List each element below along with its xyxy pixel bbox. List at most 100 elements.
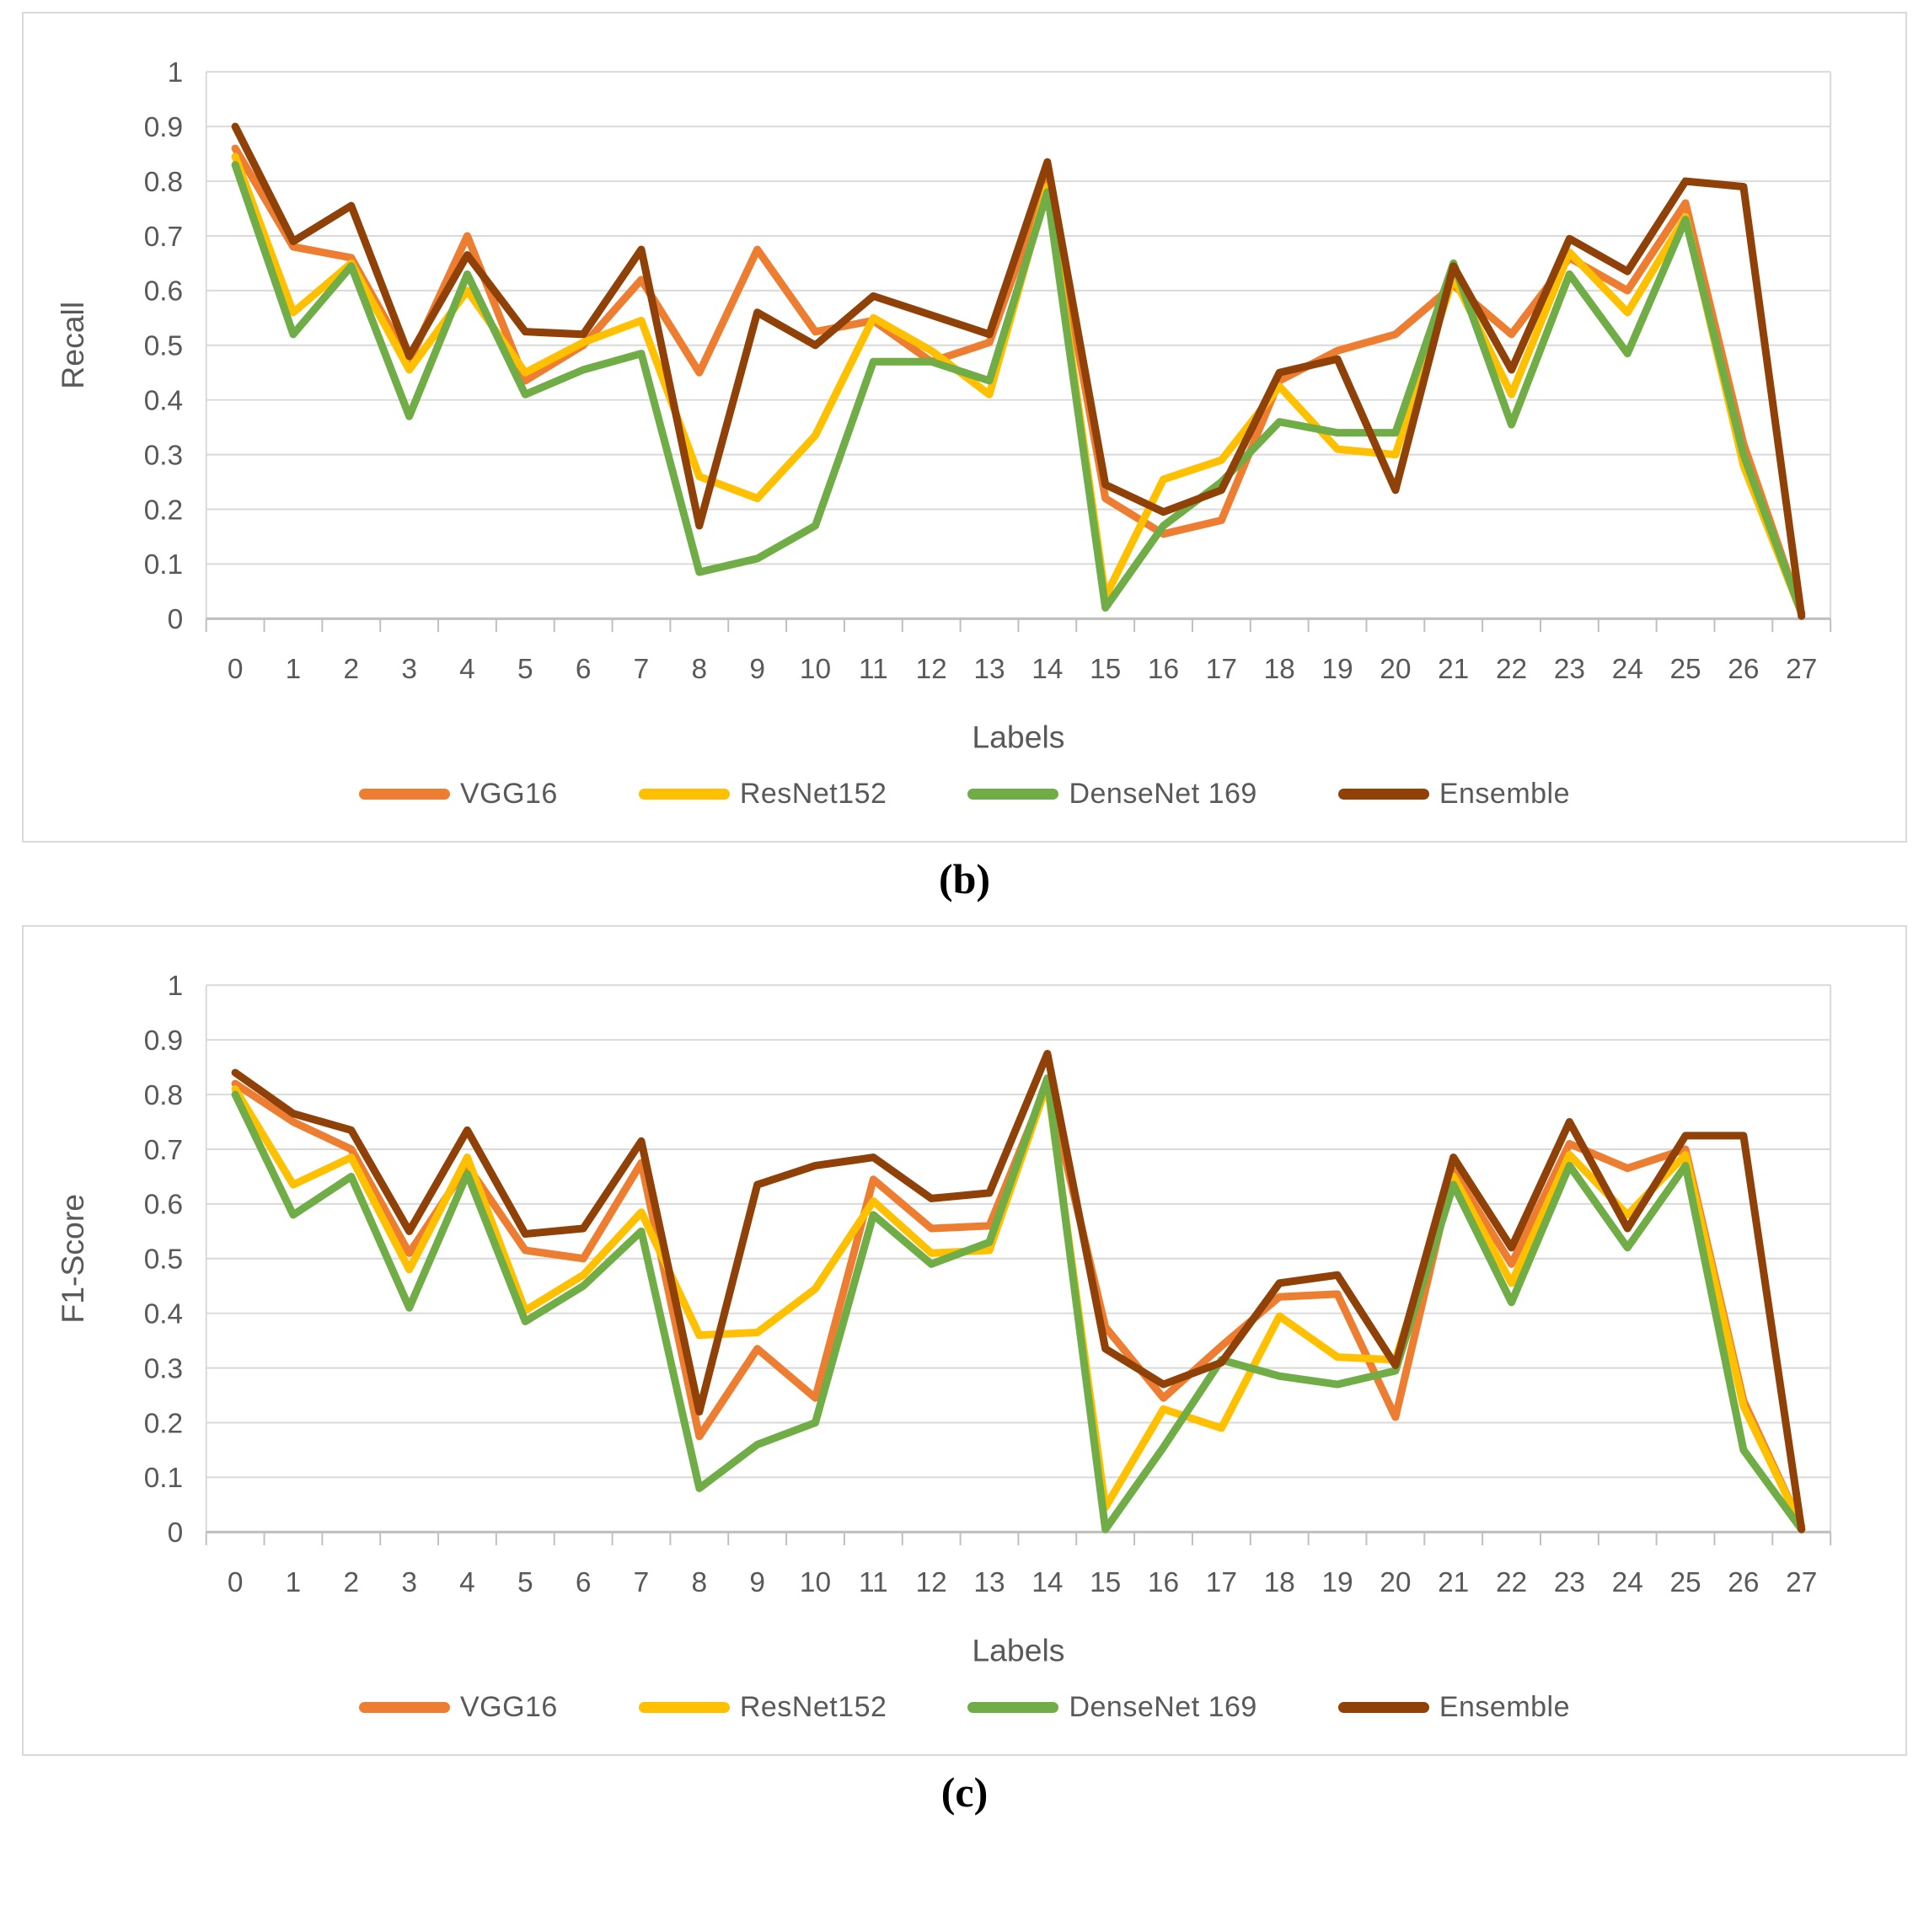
y-axis-title: Recall <box>55 302 90 389</box>
series-line-ensemble <box>231 1050 1806 1533</box>
f1-chart-box: 0 0.1 0.2 0.3 0.4 0.5 0.6 0.7 0.8 0.9 1 0 1 2 3 4 5 6 7 8 9 1… <box>22 925 1907 1757</box>
x-tick-label: 21 <box>1438 1567 1469 1598</box>
legend-line-swatch <box>967 1702 1059 1714</box>
x-tick-label: 11 <box>859 654 888 685</box>
legend-item-resnet152: ResNet152 <box>638 778 887 811</box>
series-line-densenet-169 <box>231 1074 1806 1533</box>
x-tick-label: 1 <box>286 1567 302 1598</box>
x-tick-label: 18 <box>1264 654 1295 685</box>
legend-item-vgg16: VGG16 <box>358 778 558 811</box>
x-tick-label: 20 <box>1380 1567 1411 1598</box>
legend-label: ResNet152 <box>739 778 887 811</box>
f1-legend: VGG16 ResNet152 DenseNet 169 Ensemble <box>40 1691 1889 1729</box>
x-tick-label: 0 <box>228 1567 244 1598</box>
legend-item-resnet152: ResNet152 <box>638 1691 887 1724</box>
x-tick-label: 18 <box>1264 1567 1295 1598</box>
x-tick-label: 8 <box>692 1567 708 1598</box>
legend-label: DenseNet 169 <box>1069 1691 1257 1724</box>
legend-label: ResNet152 <box>739 1691 887 1724</box>
x-tick-label: 21 <box>1438 654 1469 685</box>
x-tick-label: 1 <box>286 654 302 685</box>
y-tick-label: 0.7 <box>144 222 183 253</box>
x-tick-label: 19 <box>1321 1567 1353 1598</box>
legend-item-densenet-169: DenseNet 169 <box>967 778 1257 811</box>
x-tick-label: 9 <box>749 654 765 685</box>
series-line-ensemble <box>231 122 1806 620</box>
y-tick-label: 0.8 <box>144 167 183 198</box>
y-axis-tick-labels: 0 0.1 0.2 0.3 0.4 0.5 0.6 0.7 0.8 0.9 1 <box>144 57 183 635</box>
legend-item-densenet-169: DenseNet 169 <box>967 1691 1257 1724</box>
x-tick-label: 2 <box>343 654 359 685</box>
x-tick-label: 4 <box>459 1567 475 1598</box>
x-axis-tick-marks <box>205 618 1832 633</box>
legend-label: DenseNet 169 <box>1069 778 1257 811</box>
legend-item-ensemble: Ensemble <box>1337 1691 1570 1724</box>
x-tick-label: 22 <box>1496 1567 1527 1598</box>
x-tick-label: 23 <box>1554 654 1585 685</box>
x-tick-label: 13 <box>973 1567 1005 1598</box>
x-tick-label: 5 <box>517 654 533 685</box>
legend-label: Ensemble <box>1439 778 1571 811</box>
series-lines <box>231 1050 1806 1533</box>
legend-label: VGG16 <box>459 778 558 811</box>
x-tick-label: 26 <box>1728 1567 1759 1598</box>
x-axis-title: Labels <box>972 720 1064 755</box>
caption-c: (c) <box>940 1769 989 1817</box>
y-tick-label: 0.3 <box>144 1354 183 1385</box>
legend-line-swatch <box>1337 789 1429 800</box>
x-tick-label: 27 <box>1786 1567 1817 1598</box>
y-tick-label: 0.9 <box>144 112 183 143</box>
x-tick-label: 5 <box>517 1567 533 1598</box>
y-tick-label: 0.7 <box>144 1135 183 1166</box>
series-line-densenet-169 <box>231 161 1806 618</box>
legend-line-swatch <box>358 789 450 800</box>
x-tick-label: 7 <box>634 1567 650 1598</box>
series-line-resnet152 <box>231 153 1806 618</box>
y-tick-label: 0.2 <box>144 495 183 526</box>
recall-chart-svg: 00.10.20.30.40.50.60.70.80.910 1 2 3 4 5 6 7 8 9 1… <box>55 57 1832 755</box>
x-tick-label: 10 <box>800 654 831 685</box>
y-tick-label: 0.4 <box>144 385 183 416</box>
x-tick-label: 22 <box>1496 654 1527 685</box>
x-tick-label: 17 <box>1206 654 1237 685</box>
gridlines <box>206 984 1831 1533</box>
x-tick-label: 27 <box>1786 654 1817 685</box>
gridlines <box>206 71 1831 620</box>
x-axis-tick-labels: 0 1 2 3 4 5 6 7 8 9 10 11 12 13 14 15 16 17 18 19 20 21 22 23 24… <box>228 654 1818 685</box>
x-tick-label: 3 <box>401 1567 417 1598</box>
recall-chart-box: 0 0.1 0.2 0.3 0.4 0.5 0.6 0.7 0.8 0.9 1 0 1 2 3 4 5 6 7 8 9 1… <box>22 12 1907 843</box>
x-axis-tick-marks <box>205 1532 1832 1546</box>
x-tick-label: 6 <box>576 1567 592 1598</box>
y-tick-label: 0.1 <box>144 1463 183 1494</box>
y-tick-label: 0.6 <box>144 1190 183 1221</box>
x-tick-label: 2 <box>343 1567 359 1598</box>
y-tick-label: 0.5 <box>144 331 183 362</box>
figure-page: 0 0.1 0.2 0.3 0.4 0.5 0.6 0.7 0.8 0.9 1 0 1 2 3 4 5 6 7 8 9 1… <box>22 12 1907 1817</box>
x-tick-label: 9 <box>749 1567 765 1598</box>
y-tick-label: 0.1 <box>144 549 183 581</box>
y-tick-label: 0.5 <box>144 1244 183 1276</box>
legend-line-swatch <box>638 1702 730 1714</box>
x-tick-label: 24 <box>1612 654 1643 685</box>
x-tick-label: 26 <box>1728 654 1759 685</box>
x-tick-label: 11 <box>859 1567 888 1598</box>
x-tick-label: 20 <box>1380 654 1411 685</box>
y-tick-label: 0.9 <box>144 1025 183 1057</box>
x-tick-label: 16 <box>1148 654 1179 685</box>
x-tick-label: 15 <box>1090 654 1121 685</box>
x-tick-label: 3 <box>401 654 417 685</box>
x-tick-label: 12 <box>916 654 947 685</box>
series-line-vgg16 <box>231 144 1806 618</box>
x-axis-title: Labels <box>972 1633 1064 1668</box>
y-tick-label: 1 <box>168 971 184 1002</box>
y-axis-title: F1-Score <box>55 1194 90 1324</box>
x-tick-label: 14 <box>1031 654 1063 685</box>
x-tick-label: 6 <box>576 654 592 685</box>
y-tick-label: 0.8 <box>144 1080 183 1111</box>
y-axis-tick-labels: 0 0.1 0.2 0.3 0.4 0.5 0.6 0.7 0.8 0.9 1 <box>144 971 183 1549</box>
legend-line-swatch <box>967 789 1059 800</box>
legend-line-swatch <box>358 1702 450 1714</box>
x-tick-label: 7 <box>634 654 650 685</box>
y-tick-label: 0.2 <box>144 1408 183 1439</box>
x-tick-label: 4 <box>459 654 475 685</box>
